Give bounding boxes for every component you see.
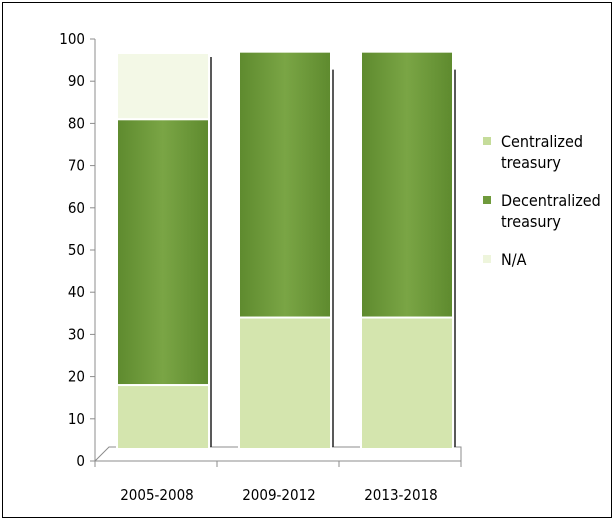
x-category-label: 2013-2018: [364, 486, 438, 504]
axes: [90, 38, 462, 467]
y-tick-label: 100: [59, 30, 85, 48]
legend-item-centralized: Centralized treasury: [483, 131, 611, 173]
legend-item-decentralized: Decentralized treasury: [483, 190, 611, 232]
legend-label-centralized: Centralized treasury: [501, 132, 583, 172]
bar-segment-centralized: [116, 384, 210, 451]
legend-label-decentralized: Decentralized treasury: [501, 191, 601, 231]
y-tick-label: 60: [68, 199, 85, 217]
legend-label-na: N/A: [501, 250, 527, 269]
bars: [116, 50, 456, 451]
bar-segment-centralized: [238, 316, 332, 450]
legend-swatch-centralized: [483, 137, 491, 145]
y-tick-label: 90: [68, 72, 85, 90]
legend-swatch-decentralized: [483, 196, 491, 204]
x-category-label: 2005-2008: [120, 486, 194, 504]
y-tick-label: 10: [68, 410, 85, 428]
x-category-label: 2009-2012: [242, 486, 316, 504]
y-tick-label: 50: [68, 241, 85, 259]
y-tick-label: 0: [76, 452, 85, 470]
stacked-bar-chart: 0 10 20 30 40 50 60 70 80 90 100 2005-2008 2009-2012…: [59, 30, 462, 504]
bar-segment-centralized: [360, 316, 454, 450]
y-tick-label: 20: [68, 368, 85, 386]
bar-segment-na: [116, 52, 210, 121]
legend-swatch-na: [483, 255, 491, 263]
bar-segment-decentralized: [116, 118, 210, 387]
bar-segment-decentralized: [360, 50, 454, 319]
chart-frame: 0 10 20 30 40 50 60 70 80 90 100 2005-2008 2009-2012…: [2, 2, 612, 518]
legend: Centralized treasury Decentralized treas…: [483, 131, 611, 287]
y-tick-label: 30: [68, 325, 85, 343]
y-tick-label: 40: [68, 283, 85, 301]
y-tick-label: 80: [68, 114, 85, 132]
axis-labels: 0 10 20 30 40 50 60 70 80 90 100 2005-2008 2009-2012…: [59, 30, 438, 504]
y-tick-label: 70: [68, 157, 85, 175]
legend-item-na: N/A: [483, 249, 611, 270]
bar-segment-decentralized: [238, 50, 332, 319]
